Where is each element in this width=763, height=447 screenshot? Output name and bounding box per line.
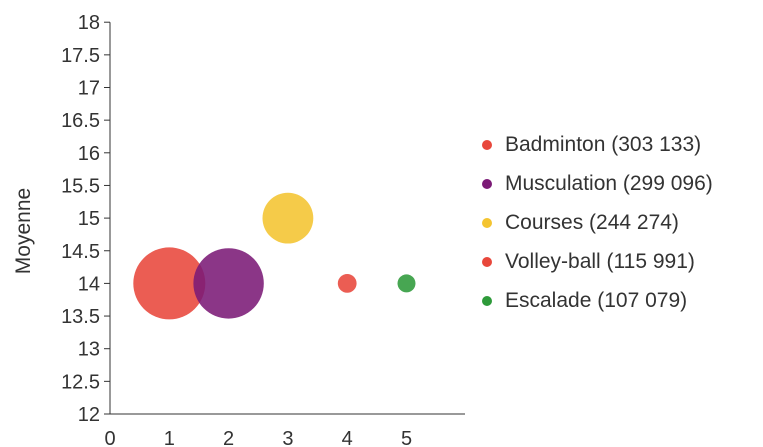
y-tick-label: 16: [78, 143, 100, 165]
legend-label: Musculation (299 096): [505, 171, 713, 195]
legend-item[interactable]: Courses (244 274): [482, 203, 713, 242]
bubble-point[interactable]: [133, 247, 206, 320]
y-tick-label: 14: [78, 273, 100, 295]
legend-item[interactable]: Musculation (299 096): [482, 164, 713, 203]
legend-marker: [482, 217, 492, 228]
x-tick-label: 3: [282, 428, 293, 447]
y-tick-label: 14.5: [61, 241, 100, 263]
legend-item[interactable]: Volley-ball (115 991): [482, 242, 713, 281]
x-tick-label: 5: [401, 428, 412, 447]
y-tick-label: 17.5: [61, 45, 100, 67]
y-ticks: 12 12.5 13 13.5 14 14.5 15 15.5 16 16.5 17 17.5 18: [61, 12, 110, 426]
legend-label: Badminton (303 133): [505, 132, 702, 156]
bubble-point[interactable]: [262, 192, 314, 244]
bubble-point[interactable]: [397, 274, 416, 293]
y-tick-label: 16.5: [61, 110, 100, 132]
x-tick-label: 2: [223, 428, 234, 447]
legend-marker: [482, 178, 492, 189]
bubble-point[interactable]: [337, 274, 357, 293]
y-tick-label: 12: [78, 404, 100, 426]
legend-label: Volley-ball (115 991): [505, 249, 695, 273]
x-ticks: 0 1 2 3 4 5: [104, 428, 412, 447]
y-tick-label: 12.5: [61, 371, 100, 393]
y-tick-label: 13.5: [61, 306, 100, 328]
x-tick-label: 1: [164, 428, 175, 447]
y-tick-label: 15: [78, 208, 100, 230]
y-tick-label: 18: [78, 12, 100, 34]
y-tick-label: 17: [78, 78, 100, 100]
legend-item[interactable]: Escalade (107 079): [482, 281, 713, 320]
legend-label: Escalade (107 079): [505, 288, 688, 312]
legend-marker: [482, 295, 492, 306]
legend-label: Courses (244 274): [505, 210, 679, 234]
x-tick-label: 0: [104, 428, 115, 447]
legend-marker: [482, 256, 492, 267]
x-tick-label: 4: [342, 428, 353, 447]
y-tick-label: 15.5: [61, 175, 100, 197]
bubble-point[interactable]: [193, 248, 264, 319]
legend: Badminton (303 133) Musculation (299 096)…: [482, 125, 713, 320]
bubble-layer: [133, 192, 416, 320]
legend-marker: [482, 139, 492, 150]
y-axis-label: Moyenne: [12, 188, 35, 274]
y-tick-label: 13: [78, 339, 100, 361]
legend-item[interactable]: Badminton (303 133): [482, 125, 713, 164]
